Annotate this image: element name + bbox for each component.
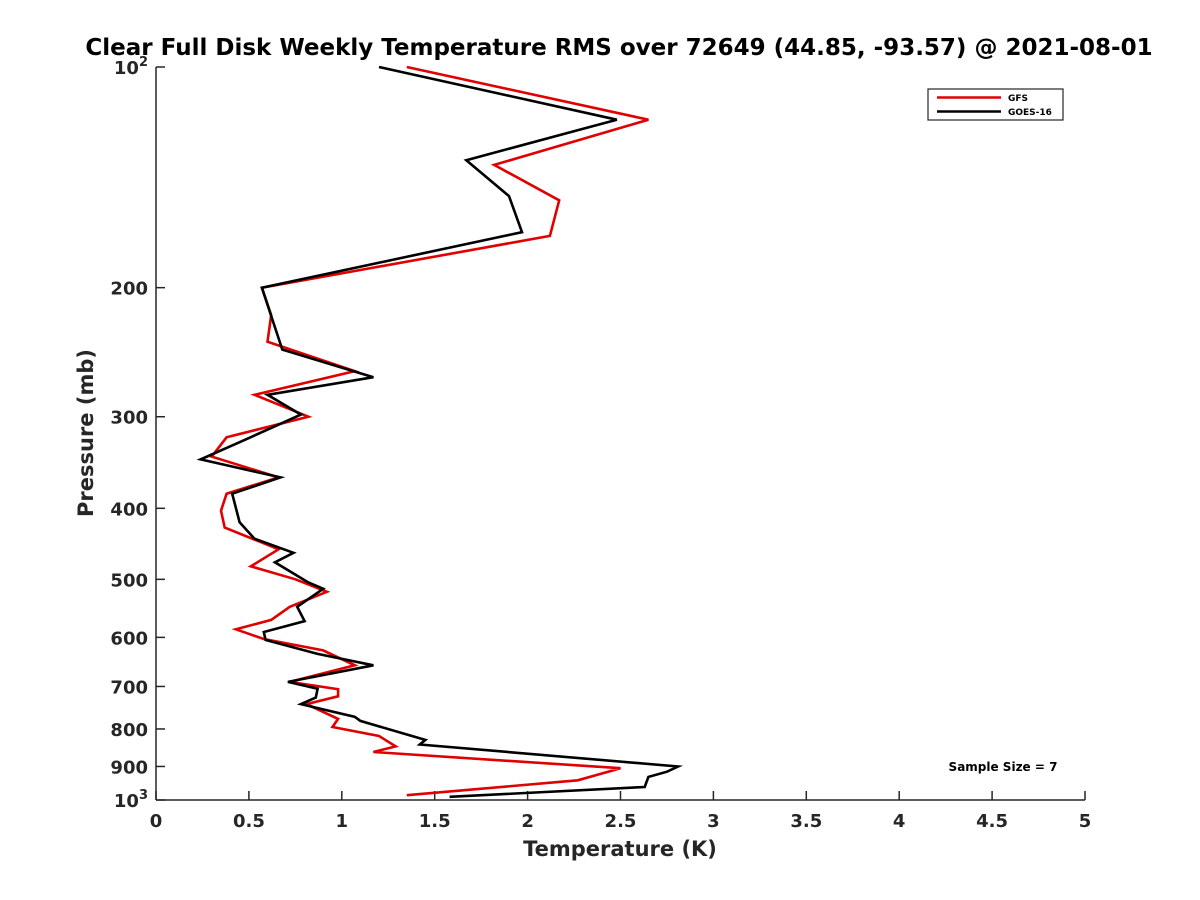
y-tick-label: 103 — [114, 788, 148, 812]
legend-label: GFS — [1008, 94, 1028, 104]
x-tick-label: 0.5 — [233, 811, 265, 832]
legend: GFS GOES-16 — [927, 88, 1064, 121]
series-line-goes-16 — [196, 65, 684, 799]
y-tick-label: 200 — [110, 279, 148, 300]
x-tick-label: 0 — [150, 811, 163, 832]
x-tick-label: 5 — [1079, 811, 1092, 832]
x-tick-label: 4.5 — [976, 811, 1008, 832]
y-tick-label: 800 — [110, 720, 148, 741]
y-tick-label: 900 — [110, 757, 148, 778]
x-tick-label: 2 — [521, 811, 534, 832]
legend-label: GOES-16 — [1008, 108, 1052, 118]
sample-size-annotation: Sample Size = 7 — [949, 760, 1058, 774]
x-tick-label: 3 — [707, 811, 720, 832]
chart-title: Clear Full Disk Weekly Temperature RMS o… — [85, 35, 1152, 61]
y-tick-label: 300 — [110, 408, 148, 429]
y-tick-label: 600 — [110, 628, 148, 649]
x-axis-label: Temperature (K) — [523, 837, 717, 861]
y-tick-label: 400 — [110, 499, 148, 520]
x-tick-label: 3.5 — [790, 811, 822, 832]
legend-box — [927, 88, 1064, 121]
y-tick-label: 500 — [110, 570, 148, 591]
axes: 0 0.5 1 1.5 2 2.5 3 3.5 4 4.5 5 102 200 300 400 500 600 7… — [110, 55, 1091, 832]
y-tick-label: 700 — [110, 677, 148, 698]
x-tick-label: 1 — [336, 811, 349, 832]
y-tick-label: 102 — [114, 55, 148, 79]
series-lines — [196, 65, 684, 799]
x-tick-label: 2.5 — [605, 811, 637, 832]
x-tick-label: 4 — [893, 811, 906, 832]
x-tick-label: 1.5 — [419, 811, 451, 832]
series-line-gfs — [209, 65, 649, 797]
y-axis-label: Pressure (mb) — [74, 349, 98, 517]
